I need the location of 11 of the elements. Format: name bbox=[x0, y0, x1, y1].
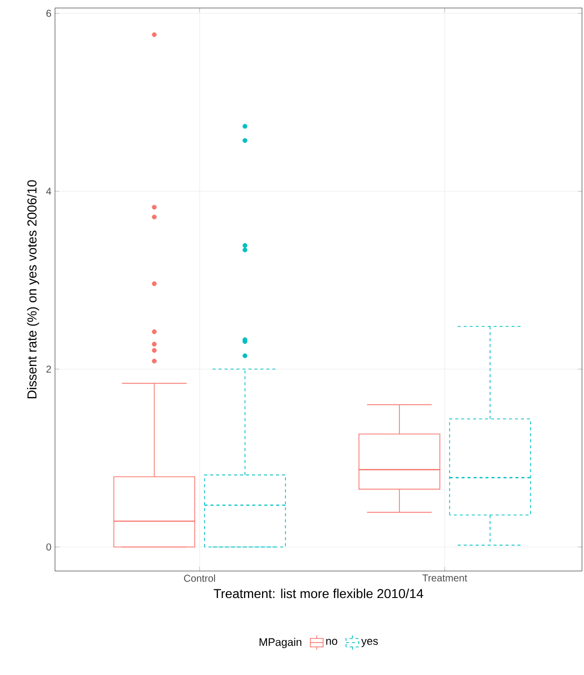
legend-label: yes bbox=[361, 638, 378, 648]
y-tick-label: 4 bbox=[46, 188, 52, 195]
y-tick-label: 6 bbox=[46, 10, 52, 17]
x-tick-label: Treatment bbox=[422, 574, 468, 582]
legend-title: MPagain bbox=[260, 638, 302, 648]
y-axis-title: Dissent rate (%) on yes votes 2006/10 bbox=[27, 180, 40, 398]
x-axis-title: Treatment: list more flexible 2010/14 bbox=[214, 588, 424, 598]
legend-label: no bbox=[326, 638, 338, 645]
y-tick-label: 0 bbox=[46, 543, 52, 551]
y-tick-label: 2 bbox=[46, 366, 51, 373]
x-tick-label: Control bbox=[184, 574, 216, 582]
